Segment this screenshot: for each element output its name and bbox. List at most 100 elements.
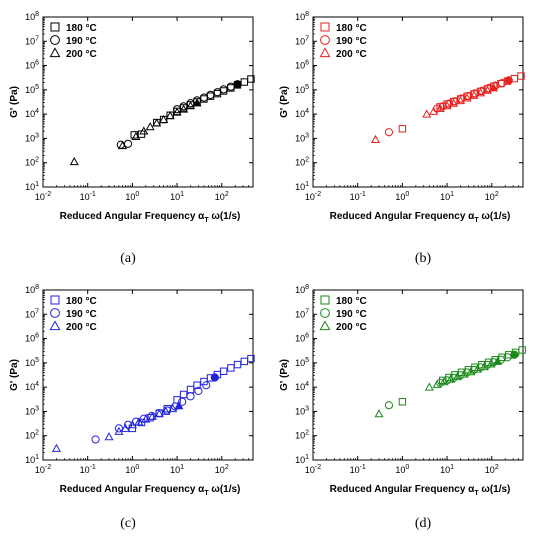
x-tick-label: 100 bbox=[395, 464, 409, 475]
x-axis-label-subscript: T bbox=[474, 490, 479, 497]
y-axis-label: G' (Pa) bbox=[9, 86, 20, 118]
data-point bbox=[489, 83, 499, 92]
data-point bbox=[179, 104, 189, 113]
data-point bbox=[479, 361, 489, 371]
x-tick-label: 100 bbox=[125, 191, 139, 202]
x-axis-label-text: Reduced Angular Frequency bbox=[60, 211, 199, 222]
x-tick-base: 10 bbox=[350, 465, 360, 475]
data-point bbox=[210, 373, 219, 382]
x-axis-label-suffix: ω(1/s) bbox=[209, 211, 241, 222]
data-point bbox=[186, 99, 195, 108]
y-tick-label: 103 bbox=[295, 405, 309, 416]
x-tick-exponent: 2 bbox=[495, 191, 499, 198]
y-tick-base: 10 bbox=[295, 36, 305, 46]
y-tick-exponent: 4 bbox=[305, 108, 309, 115]
legend-label: 180 °C bbox=[336, 296, 367, 307]
data-point bbox=[439, 377, 449, 386]
y-tick-exponent: 1 bbox=[35, 181, 39, 188]
y-tick-base: 10 bbox=[295, 406, 305, 416]
data-point bbox=[504, 76, 513, 85]
y-tick-base: 10 bbox=[295, 61, 305, 71]
legend-label: 200 °C bbox=[336, 322, 367, 333]
data-point bbox=[194, 386, 203, 396]
x-tick-base: 10 bbox=[395, 192, 405, 202]
x-tick-label: 100 bbox=[395, 191, 409, 202]
x-tick-label: 101 bbox=[170, 464, 184, 475]
y-tick-label: 102 bbox=[295, 430, 309, 441]
x-axis-label-subscript: T bbox=[474, 217, 479, 224]
plot-frame bbox=[312, 289, 524, 461]
data-point bbox=[168, 403, 178, 413]
x-axis-label: Reduced Angular Frequency αT ω(1/s) bbox=[330, 484, 511, 497]
y-tick-base: 10 bbox=[25, 455, 35, 465]
data-point bbox=[172, 107, 182, 116]
y-tick-exponent: 8 bbox=[305, 11, 309, 18]
y-tick-exponent: 8 bbox=[305, 284, 309, 291]
x-axis-label-suffix: ω(1/s) bbox=[479, 484, 511, 495]
y-tick-exponent: 2 bbox=[305, 157, 309, 164]
x-axis-label-symbol: α bbox=[468, 211, 475, 222]
data-point bbox=[165, 111, 175, 120]
y-tick-label: 105 bbox=[295, 84, 309, 95]
panel-caption: (d) bbox=[415, 516, 432, 531]
y-tick-label: 104 bbox=[25, 381, 39, 392]
data-point bbox=[486, 359, 496, 368]
y-tick-base: 10 bbox=[25, 358, 35, 368]
x-tick-label: 102 bbox=[215, 464, 229, 475]
y-tick-exponent: 3 bbox=[35, 405, 39, 412]
x-tick-label: 102 bbox=[485, 464, 499, 475]
x-tick-base: 10 bbox=[80, 192, 90, 202]
legend-label: 200 °C bbox=[336, 49, 367, 60]
data-point bbox=[462, 93, 472, 102]
data-point bbox=[219, 367, 228, 375]
data-point bbox=[452, 371, 462, 381]
data-point bbox=[154, 409, 164, 418]
x-axis-label-suffix: ω(1/s) bbox=[209, 484, 241, 495]
legend-label: 190 °C bbox=[336, 309, 367, 320]
data-point bbox=[510, 350, 519, 359]
data-point bbox=[104, 432, 114, 441]
y-tick-label: 102 bbox=[25, 430, 39, 441]
plot-frame bbox=[42, 16, 254, 188]
y-tick-base: 10 bbox=[25, 309, 35, 319]
y-tick-base: 10 bbox=[295, 182, 305, 192]
data-point bbox=[442, 101, 452, 110]
data-point bbox=[178, 397, 187, 406]
y-tick-base: 10 bbox=[25, 133, 35, 143]
y-tick-exponent: 2 bbox=[35, 157, 39, 164]
x-tick-label: 10-1 bbox=[80, 191, 96, 202]
data-point bbox=[120, 423, 130, 432]
data-point bbox=[518, 346, 526, 354]
y-tick-label: 105 bbox=[25, 357, 39, 368]
y-tick-exponent: 7 bbox=[305, 308, 309, 315]
y-tick-exponent: 4 bbox=[35, 108, 39, 115]
x-tick-base: 10 bbox=[125, 192, 135, 202]
legend: 180 °C 190 °C 200 °C bbox=[49, 295, 97, 333]
data-point bbox=[233, 80, 242, 89]
y-tick-label: 108 bbox=[25, 284, 39, 295]
legend-marker bbox=[319, 47, 331, 58]
data-point bbox=[139, 126, 149, 135]
series-triangle bbox=[374, 356, 503, 418]
y-tick-exponent: 2 bbox=[305, 430, 309, 437]
y-tick-label: 103 bbox=[25, 405, 39, 416]
y-tick-label: 108 bbox=[295, 284, 309, 295]
data-point bbox=[134, 417, 144, 426]
x-tick-label: 10-2 bbox=[305, 464, 321, 475]
data-point bbox=[429, 106, 439, 115]
data-point bbox=[449, 98, 459, 107]
data-point bbox=[127, 420, 137, 429]
legend-label: 190 °C bbox=[66, 309, 97, 320]
data-point bbox=[398, 398, 407, 406]
data-point bbox=[472, 364, 483, 373]
legend-label: 180 °C bbox=[336, 23, 367, 34]
legend-marker bbox=[50, 22, 60, 32]
data-point bbox=[374, 409, 384, 418]
y-tick-base: 10 bbox=[25, 334, 35, 344]
x-axis-label-subscript: T bbox=[204, 490, 209, 497]
y-tick-label: 101 bbox=[295, 454, 309, 465]
legend-marker bbox=[49, 320, 61, 331]
panel-caption: (b) bbox=[415, 251, 432, 266]
x-tick-exponent: 0 bbox=[135, 191, 139, 198]
